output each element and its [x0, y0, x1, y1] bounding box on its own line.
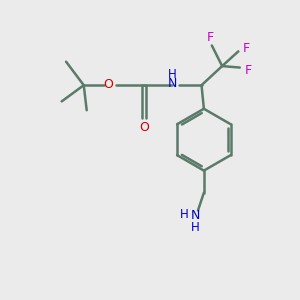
Text: F: F — [207, 31, 214, 44]
Text: F: F — [244, 64, 252, 77]
Text: N: N — [191, 209, 200, 222]
Text: H: H — [168, 68, 177, 81]
Text: H: H — [191, 221, 200, 234]
Text: N: N — [168, 77, 177, 90]
Text: F: F — [243, 42, 250, 55]
Text: O: O — [139, 121, 149, 134]
Text: H: H — [179, 208, 188, 221]
Text: O: O — [103, 78, 113, 91]
